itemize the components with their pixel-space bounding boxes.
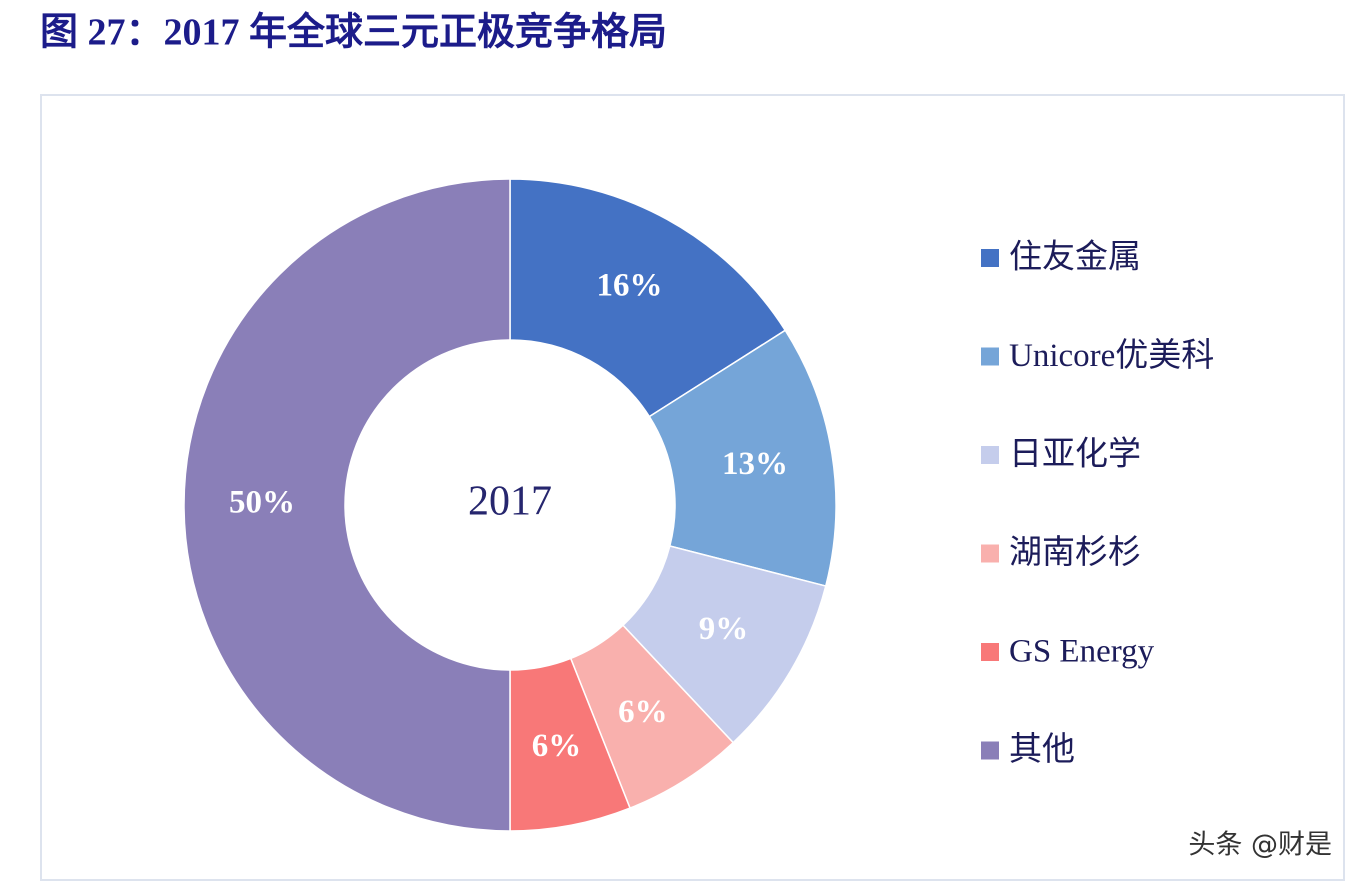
legend-swatch bbox=[981, 249, 999, 267]
data-label: 9% bbox=[699, 611, 749, 647]
legend-label: 其他 bbox=[1009, 731, 1075, 768]
legend-label: 日亚化学 bbox=[1009, 436, 1141, 473]
legend-label: 湖南杉杉 bbox=[1009, 534, 1141, 571]
legend-swatch bbox=[981, 643, 999, 661]
legend-label: Unicore优美科 bbox=[1009, 337, 1214, 374]
legend-swatch bbox=[981, 544, 999, 563]
slice bbox=[509, 178, 787, 418]
data-label: 50% bbox=[229, 485, 295, 521]
data-label: 13% bbox=[722, 446, 788, 482]
chart-title: 图 27：2017 年全球三元正极竞争格局 bbox=[40, 11, 667, 54]
slice bbox=[648, 329, 837, 587]
legend-label: 住友金属 bbox=[1009, 239, 1141, 276]
legend-swatch bbox=[981, 347, 999, 366]
data-label: 6% bbox=[618, 694, 668, 730]
legend-swatch bbox=[981, 446, 999, 464]
slice bbox=[183, 178, 511, 832]
legend-label: GS Energy bbox=[1009, 634, 1155, 670]
center-label: 2017 bbox=[468, 479, 552, 525]
watermark: 头条 @财是 bbox=[1188, 830, 1332, 861]
data-label: 6% bbox=[532, 728, 582, 764]
data-label: 16% bbox=[596, 267, 662, 303]
legend-swatch bbox=[981, 741, 999, 760]
